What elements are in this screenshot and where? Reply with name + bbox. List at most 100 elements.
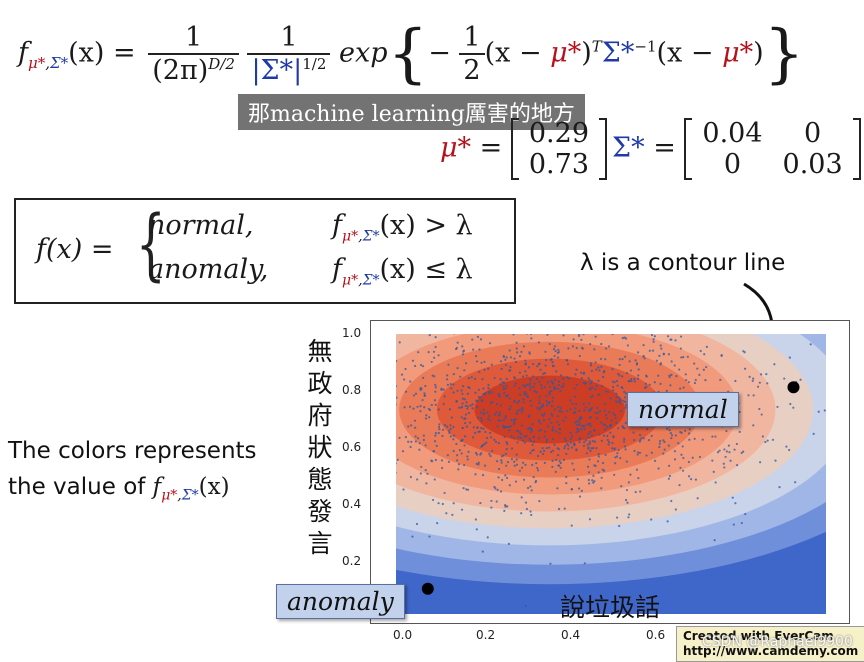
sample-point [500, 461, 503, 464]
sample-point [417, 351, 420, 354]
sample-point [551, 465, 554, 469]
sample-point [464, 413, 468, 416]
sample-point [500, 459, 503, 462]
sample-point [538, 380, 541, 383]
frac1-exponent: D/2 [208, 55, 235, 73]
sample-point [487, 387, 490, 390]
sample-point [529, 399, 532, 403]
sample-point [711, 459, 714, 462]
sample-point [522, 439, 525, 442]
sample-point [743, 351, 746, 354]
sample-point [523, 441, 527, 444]
x-tick-label: 0.4 [561, 628, 581, 642]
sample-point [618, 396, 621, 399]
sample-point [613, 473, 616, 476]
sample-point [486, 411, 489, 414]
sample-point [617, 325, 619, 327]
sample-point [645, 385, 648, 388]
sample-point [372, 380, 374, 382]
sample-point [446, 383, 449, 386]
sample-point [619, 402, 622, 405]
sample-point [420, 465, 423, 469]
sample-point [658, 445, 661, 449]
sample-point [578, 495, 582, 498]
rule-brace: { [135, 200, 166, 290]
sample-point [653, 335, 656, 338]
sample-point [618, 524, 621, 528]
sample-point [773, 363, 776, 366]
sample-point [425, 482, 428, 485]
sample-point [461, 397, 464, 400]
sample-point [551, 400, 554, 403]
sample-point [437, 354, 440, 357]
sample-point [725, 450, 729, 453]
sample-point [665, 389, 668, 392]
sample-point [662, 452, 665, 455]
sample-point [524, 501, 528, 504]
sample-point [589, 409, 592, 412]
sample-point [686, 355, 689, 358]
sample-point [461, 402, 464, 405]
sample-point [596, 406, 599, 409]
sample-point [472, 436, 475, 439]
sample-point [536, 454, 540, 458]
sample-point [529, 510, 532, 513]
sample-point [378, 517, 380, 519]
sample-point [520, 496, 523, 499]
sample-point [503, 381, 506, 384]
sample-point [461, 345, 464, 348]
sample-point [558, 432, 561, 435]
sample-point [541, 376, 544, 379]
sample-point [571, 345, 574, 348]
sample-point [525, 374, 528, 377]
sample-point [507, 542, 510, 545]
sample-point [514, 417, 517, 421]
sample-point [494, 440, 498, 444]
sample-point [633, 380, 637, 383]
sample-point [433, 399, 437, 402]
sample-point [373, 435, 375, 437]
colors-note-f: f [152, 474, 162, 500]
sample-point [486, 536, 489, 539]
sample-point [434, 458, 437, 462]
sample-point [518, 371, 521, 374]
sample-point [759, 461, 762, 464]
sample-point [581, 424, 584, 428]
sample-point [609, 431, 612, 434]
sample-point [642, 344, 645, 347]
sample-point [531, 423, 534, 426]
sample-point [554, 470, 557, 473]
sample-point [525, 507, 529, 511]
sample-point [766, 439, 769, 442]
sample-point [576, 427, 579, 430]
sample-point [524, 370, 527, 373]
sample-point [489, 454, 492, 458]
expr-sigma: Σ* [601, 37, 635, 69]
sample-point [551, 437, 555, 440]
sample-point [490, 363, 493, 366]
sample-point [552, 382, 555, 385]
sample-point [648, 383, 651, 386]
sample-point [621, 375, 624, 378]
sample-point [523, 435, 526, 438]
sample-point [530, 404, 533, 407]
sample-point [756, 385, 760, 388]
x-tick-label: 0.0 [393, 628, 413, 642]
rule-mu: μ* [342, 228, 359, 245]
sample-point [532, 385, 535, 389]
sample-point [622, 440, 626, 443]
sample-point [621, 357, 624, 361]
sample-point [588, 416, 591, 419]
sample-point [500, 455, 504, 458]
sample-point [588, 458, 591, 461]
x-axis-label: 說垃圾話 [560, 593, 661, 622]
sample-point [497, 441, 500, 445]
sample-point [527, 427, 530, 431]
inverse-mark: −1 [634, 37, 657, 56]
sample-point [449, 424, 452, 427]
sample-point [575, 449, 578, 452]
sample-point [461, 438, 464, 441]
sample-point [559, 389, 562, 393]
sample-point [627, 516, 630, 519]
sample-point [574, 373, 577, 376]
